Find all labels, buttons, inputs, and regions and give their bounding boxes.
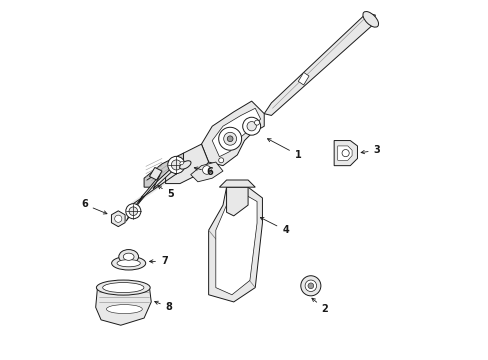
Polygon shape [333, 140, 357, 166]
Polygon shape [226, 187, 247, 216]
Polygon shape [264, 13, 375, 116]
Ellipse shape [117, 260, 140, 267]
Circle shape [307, 283, 313, 289]
Ellipse shape [96, 280, 150, 295]
Polygon shape [201, 101, 264, 166]
Ellipse shape [102, 283, 143, 293]
Circle shape [115, 215, 122, 222]
Ellipse shape [167, 156, 184, 174]
Ellipse shape [362, 12, 378, 27]
Ellipse shape [180, 162, 183, 165]
Polygon shape [215, 194, 257, 295]
Text: 6: 6 [194, 167, 213, 177]
Ellipse shape [125, 204, 141, 219]
Ellipse shape [179, 161, 191, 169]
Polygon shape [219, 180, 255, 187]
Text: 5: 5 [158, 186, 174, 199]
Text: 7: 7 [149, 256, 167, 266]
Polygon shape [111, 211, 125, 226]
Polygon shape [139, 175, 160, 203]
Ellipse shape [129, 207, 137, 216]
Polygon shape [149, 167, 162, 180]
Ellipse shape [123, 253, 134, 260]
Circle shape [341, 149, 348, 157]
Polygon shape [126, 196, 142, 221]
Polygon shape [96, 288, 151, 325]
Circle shape [246, 122, 256, 131]
Ellipse shape [171, 160, 181, 170]
Text: 3: 3 [361, 145, 380, 155]
Circle shape [227, 136, 233, 141]
Text: 1: 1 [267, 139, 301, 160]
Circle shape [254, 120, 259, 125]
Polygon shape [298, 72, 308, 85]
Text: 6: 6 [81, 199, 107, 214]
Polygon shape [190, 162, 223, 182]
Polygon shape [144, 153, 183, 187]
Circle shape [300, 276, 320, 296]
Polygon shape [337, 146, 351, 160]
Ellipse shape [119, 249, 138, 264]
Ellipse shape [111, 256, 145, 270]
Ellipse shape [106, 305, 142, 314]
Circle shape [218, 158, 223, 163]
Circle shape [218, 127, 241, 150]
Circle shape [223, 132, 236, 145]
Circle shape [202, 166, 211, 174]
Text: 4: 4 [260, 217, 288, 235]
Circle shape [242, 117, 260, 135]
Circle shape [305, 280, 316, 292]
Polygon shape [212, 108, 260, 157]
Polygon shape [208, 187, 262, 302]
Text: 2: 2 [311, 298, 327, 314]
Polygon shape [165, 144, 208, 184]
Polygon shape [153, 160, 180, 189]
Text: 8: 8 [154, 301, 172, 312]
